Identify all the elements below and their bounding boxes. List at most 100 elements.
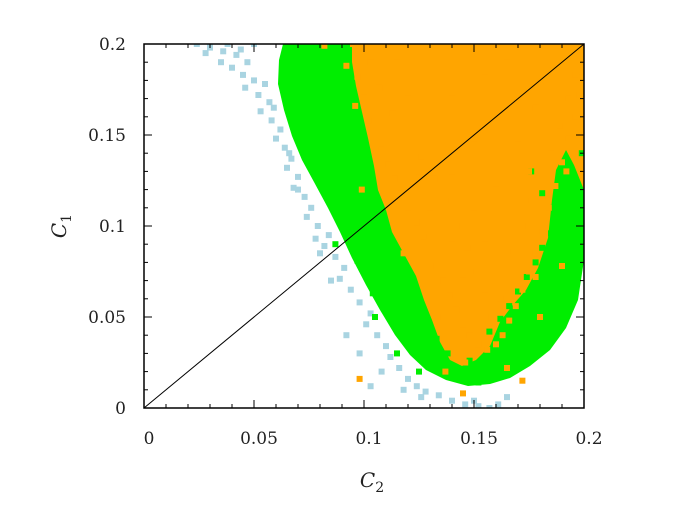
scatter-point-orange — [367, 59, 374, 66]
x-tick-label: 0.15 — [460, 429, 498, 449]
scatter-point-green — [299, 133, 306, 140]
scatter-point-green — [281, 59, 288, 66]
scatter-point-orange — [559, 263, 565, 269]
scatter-point-orange — [519, 377, 526, 384]
scatter-point-light — [303, 213, 310, 220]
scatter-point-orange — [361, 50, 367, 57]
scatter-point-green — [292, 104, 299, 111]
y-tick-label: 0.15 — [88, 126, 126, 146]
scatter-point-orange — [446, 292, 453, 299]
scatter-point-light — [193, 44, 200, 47]
scatter-point-orange — [321, 44, 328, 49]
scatter-point-green — [556, 306, 563, 313]
scatter-point-light — [462, 401, 469, 408]
scatter-point-green — [306, 73, 312, 80]
scatter-point-green — [350, 235, 356, 242]
scatter-point-orange — [539, 228, 546, 235]
scatter-point-orange — [416, 168, 422, 175]
scatter-point-light — [400, 386, 407, 393]
scatter-point-green — [365, 268, 372, 275]
x-tick-label: 0.05 — [240, 429, 278, 449]
scatter-point-orange — [497, 295, 504, 302]
scatter-point-light — [325, 232, 332, 239]
scatter-point-orange — [389, 110, 396, 117]
scatter-point-green — [422, 321, 429, 328]
scatter-point-orange — [442, 197, 449, 204]
scatter-point-orange — [343, 62, 350, 69]
scatter-point-green — [565, 186, 572, 193]
scatter-point-green — [466, 357, 473, 364]
scatter-point-light — [495, 401, 502, 408]
scatter-point-green — [394, 350, 400, 357]
scatter-point-light — [328, 277, 334, 284]
scatter-point-green — [330, 184, 337, 191]
x-axis-label-subscript: 2 — [375, 480, 384, 496]
scatter-point-orange — [504, 223, 510, 229]
scatter-point-light — [356, 350, 363, 357]
scatter-point-green — [497, 315, 504, 322]
scatter-point-orange — [442, 368, 449, 375]
scatter-point-orange — [475, 341, 482, 348]
scatter-point-green — [396, 323, 403, 330]
scatter-point-light — [255, 92, 262, 98]
scatter-point-green — [550, 319, 557, 326]
scatter-point-orange — [460, 277, 466, 284]
scatter-point-green — [576, 232, 583, 239]
scatter-point-light — [290, 184, 297, 191]
scatter-point-green — [308, 164, 315, 171]
scatter-point-orange — [398, 190, 405, 197]
scatter-point-green — [567, 277, 574, 284]
scatter-point-light — [413, 383, 420, 390]
scatter-point-green — [482, 354, 488, 360]
scatter-point-light — [286, 150, 293, 157]
scatter-point-green — [526, 354, 532, 360]
scatter-point-orange — [453, 223, 460, 229]
scatter-point-orange — [460, 321, 466, 328]
scatter-point-orange — [493, 186, 499, 193]
scatter-point-green — [563, 292, 570, 299]
scatter-point-orange — [515, 86, 521, 93]
scatter-point-green — [501, 370, 508, 377]
scatter-point-green — [345, 215, 352, 222]
scatter-point-green — [369, 290, 376, 297]
y-axis-label: C1 — [47, 214, 75, 238]
scatter-point-light — [277, 126, 284, 133]
scatter-point-green — [416, 368, 422, 375]
scatter-point-green — [578, 195, 584, 202]
scatter-point-light — [266, 99, 273, 106]
scatter-point-orange — [464, 244, 471, 251]
scatter-point-orange — [526, 168, 532, 175]
scatter-point-green — [378, 232, 385, 239]
scatter-point-green — [339, 150, 345, 157]
scatter-point-orange — [440, 314, 447, 320]
scatter-point-orange — [504, 59, 510, 66]
scatter-point-orange — [532, 250, 539, 257]
scatter-point-orange — [449, 168, 455, 175]
scatter-point-orange — [578, 68, 584, 75]
scatter-point-light — [449, 397, 455, 404]
scatter-point-orange — [532, 104, 539, 111]
scatter-point-green — [563, 250, 570, 257]
scatter-point-orange — [548, 150, 554, 157]
scatter-point-light — [288, 155, 295, 162]
scatter-point-orange — [482, 68, 488, 75]
scatter-point-light — [218, 59, 224, 66]
x-axis-label: C2 — [360, 468, 384, 496]
scatter-point-green — [532, 299, 539, 306]
scatter-point-green — [444, 350, 451, 357]
scatter-point-green — [475, 379, 482, 386]
scatter-point-green — [515, 363, 521, 370]
scatter-point-orange — [526, 268, 532, 275]
scatter-point-green — [400, 281, 407, 288]
scatter-point-green — [550, 204, 557, 211]
scatter-point-green — [435, 365, 442, 371]
scatter-point-green — [325, 195, 332, 202]
scatter-point-green — [286, 84, 293, 91]
scatter-point-light — [268, 117, 275, 124]
scatter-point-orange — [565, 95, 572, 102]
scatter-point-light — [418, 394, 425, 401]
scatter-point-orange — [545, 204, 552, 211]
scatter-point-orange — [532, 274, 539, 280]
scatter-point-green — [488, 375, 495, 382]
scatter-point-orange — [420, 233, 427, 240]
